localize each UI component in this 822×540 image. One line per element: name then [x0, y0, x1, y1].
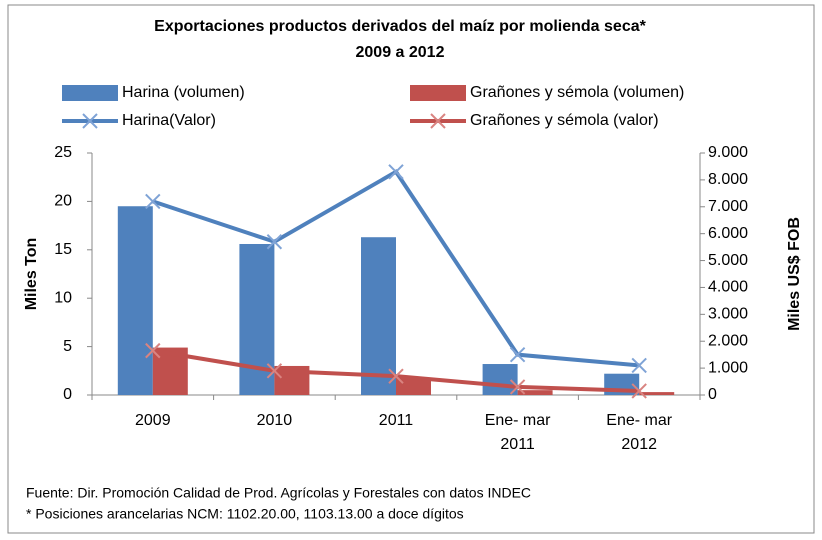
y2-tick-label: 6.000	[708, 225, 748, 242]
marker	[145, 342, 161, 359]
y-tick-label: 25	[54, 144, 72, 161]
y2-tick-label: 1.000	[708, 359, 748, 376]
footnote: * Posiciones arancelarias NCM: 1102.20.0…	[26, 506, 464, 522]
y2-tick-label: 7.000	[708, 198, 748, 215]
y2-tick-label: 0	[708, 386, 717, 403]
legend-label: Harina (volumen)	[122, 84, 245, 101]
x-tick-label: Ene- mar 2012	[606, 412, 673, 453]
legend-marker	[82, 113, 98, 129]
legend-swatch	[62, 85, 118, 101]
marker	[388, 368, 404, 384]
y-tick-label: 5	[63, 338, 72, 355]
legend-swatch	[410, 85, 466, 101]
legend-label: Grañones y sémola (volumen)	[470, 84, 684, 101]
y2-tick-label: 9.000	[708, 144, 748, 161]
source-note: Fuente: Dir. Promoción Calidad de Prod. …	[26, 485, 531, 501]
x-tick-label: Ene- mar 2011	[484, 412, 551, 453]
y2-tick-label: 2.000	[708, 332, 748, 349]
bar	[639, 392, 675, 395]
y-tick-label: 10	[54, 289, 72, 306]
bar	[517, 390, 553, 395]
legend-marker	[430, 113, 446, 129]
marker	[631, 383, 647, 399]
legend-label: Harina(Valor)	[122, 112, 216, 129]
y2-tick-label: 5.000	[708, 252, 748, 269]
marker	[266, 363, 283, 379]
y-axis-label: Miles Ton	[23, 238, 40, 311]
marker	[388, 164, 404, 180]
y-tick-label: 20	[54, 193, 72, 210]
x-tick-label: 2009	[135, 412, 171, 429]
bar	[117, 206, 153, 395]
marker	[509, 346, 526, 363]
y2-tick-label: 8.000	[708, 171, 748, 188]
marker	[631, 357, 647, 374]
y2-tick-label: 3.000	[708, 306, 748, 323]
y2-tick-label: 4.000	[708, 279, 748, 296]
x-tick-label: 2011	[378, 412, 414, 429]
marker	[266, 234, 283, 250]
bar	[396, 377, 431, 395]
y2-axis-label: Miles US$ FOB	[786, 217, 803, 331]
y-tick-label: 0	[63, 386, 72, 403]
chart-subtitle: 2009 a 2012	[356, 44, 445, 61]
chart-title: Exportaciones productos derivados del ma…	[154, 18, 646, 35]
x-tick-label: 2010	[256, 412, 293, 429]
bar	[361, 237, 396, 395]
bar	[239, 243, 275, 395]
marker	[509, 379, 526, 395]
y-tick-label: 15	[54, 241, 72, 258]
marker	[145, 193, 161, 210]
bar	[482, 364, 518, 395]
legend-label: Grañones y sémola (valor)	[470, 112, 659, 129]
